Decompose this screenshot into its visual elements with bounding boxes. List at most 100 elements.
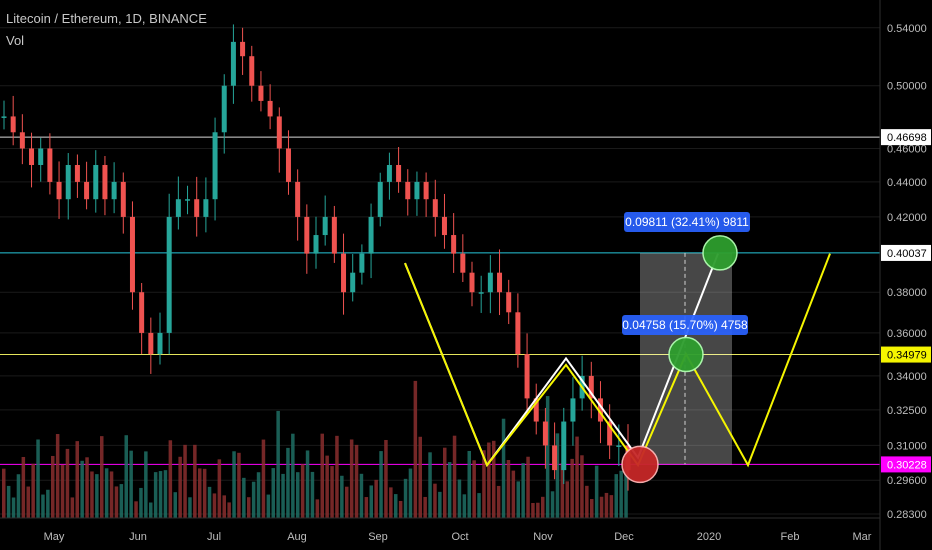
- candle-body: [570, 398, 576, 422]
- candle-body: [451, 235, 457, 254]
- volume-bar: [433, 483, 437, 518]
- volume-bar: [55, 434, 60, 518]
- volume-bar: [447, 462, 452, 518]
- level-badge-1: [881, 244, 931, 261]
- volume-bar: [565, 481, 569, 518]
- volume-bar: [315, 499, 320, 518]
- volume-bar: [394, 494, 398, 518]
- price-tick-label: 0.46000: [887, 143, 927, 155]
- volume-bar: [188, 497, 192, 518]
- volume-bar: [594, 465, 599, 518]
- volume-bar: [85, 457, 89, 518]
- volume-bar: [296, 472, 300, 518]
- level-badge-text-0: 0.46698: [887, 132, 927, 144]
- time-tick-label: Feb: [781, 531, 800, 543]
- candle-body: [221, 85, 227, 133]
- candle-body: [478, 292, 484, 294]
- candle-body: [542, 421, 548, 446]
- volume-bar: [482, 450, 486, 518]
- price-tick-label: 0.38000: [887, 287, 927, 299]
- volume-bar: [65, 448, 70, 518]
- volume-bar: [51, 455, 55, 518]
- candle-body: [230, 41, 236, 86]
- volume-bar: [349, 439, 354, 518]
- volume-bar: [256, 472, 261, 518]
- candle-body: [533, 398, 539, 422]
- candle-body: [396, 165, 402, 182]
- candle-body: [65, 165, 71, 200]
- volume-bar: [511, 470, 516, 518]
- candle-body: [19, 132, 25, 149]
- price-tick-label: 0.32500: [887, 405, 927, 417]
- volume-label: Vol: [6, 33, 25, 48]
- volume-bar: [428, 452, 432, 518]
- candle-body: [240, 41, 246, 57]
- volume-bar: [251, 481, 256, 518]
- volume-bar: [114, 486, 119, 518]
- price-tick-label: 0.50000: [887, 81, 927, 93]
- candle-body: [359, 253, 365, 273]
- volume-bar: [300, 464, 305, 518]
- volume-bar: [330, 466, 334, 518]
- volume-bar: [550, 491, 555, 518]
- volume-bar: [158, 471, 163, 518]
- volume-bar: [266, 494, 271, 518]
- volume-bar: [521, 463, 525, 518]
- time-tick-label: Mar: [853, 531, 872, 543]
- time-tick-label: May: [44, 531, 65, 543]
- candle-body: [331, 216, 337, 254]
- volume-bar: [438, 491, 442, 518]
- candle-body: [322, 216, 328, 236]
- candle-body: [249, 56, 255, 86]
- volume-bar: [457, 479, 462, 518]
- volume-bar: [207, 486, 212, 518]
- candle-body: [460, 253, 466, 273]
- candle-body: [267, 100, 273, 117]
- price-tick-label: 0.28300: [887, 509, 927, 521]
- yellow-zigzag-pattern: [404, 253, 831, 468]
- candle-body: [506, 292, 512, 313]
- volume-bar: [423, 496, 427, 518]
- volume-bar: [536, 502, 540, 518]
- candle-body: [10, 116, 16, 133]
- volume-bar: [149, 502, 153, 518]
- candle-body: [111, 181, 117, 200]
- volume-bar: [413, 380, 418, 518]
- volume-bar: [286, 447, 290, 518]
- time-tick-label: Jul: [207, 531, 221, 543]
- volume-bar: [26, 486, 30, 518]
- volume-bar: [354, 444, 359, 518]
- volume-bar: [153, 472, 158, 518]
- volume-bar: [90, 471, 94, 518]
- candle-body: [515, 312, 521, 355]
- volume-bar: [379, 451, 383, 518]
- time-tick-label: Oct: [451, 531, 468, 543]
- candle-body: [469, 272, 475, 293]
- volume-bar: [526, 456, 530, 518]
- candle-body: [313, 235, 319, 254]
- volume-bar: [173, 492, 177, 518]
- candle-body: [276, 116, 282, 149]
- volume-bar: [237, 452, 241, 518]
- volume-bar: [418, 436, 422, 518]
- volume-bar: [335, 435, 339, 518]
- volume-bar: [340, 475, 344, 518]
- candle-body: [185, 199, 191, 201]
- volume-bar: [477, 493, 481, 518]
- volume-bar: [374, 479, 378, 518]
- price-tick-label: 0.31000: [887, 440, 927, 452]
- volume-bar: [11, 497, 16, 518]
- volume-bar: [109, 471, 114, 518]
- candle-body: [102, 165, 108, 200]
- time-tick-label: Aug: [287, 531, 307, 543]
- volume-bar: [144, 451, 148, 518]
- candle-body: [258, 85, 264, 101]
- candle-body: [441, 216, 447, 236]
- volume-bar: [271, 468, 275, 518]
- volume-bar: [403, 478, 408, 518]
- volume-bar: [124, 435, 128, 518]
- candle-body: [1, 116, 7, 118]
- volume-bar: [168, 440, 173, 518]
- level-badge-text-1: 0.40037: [887, 248, 927, 260]
